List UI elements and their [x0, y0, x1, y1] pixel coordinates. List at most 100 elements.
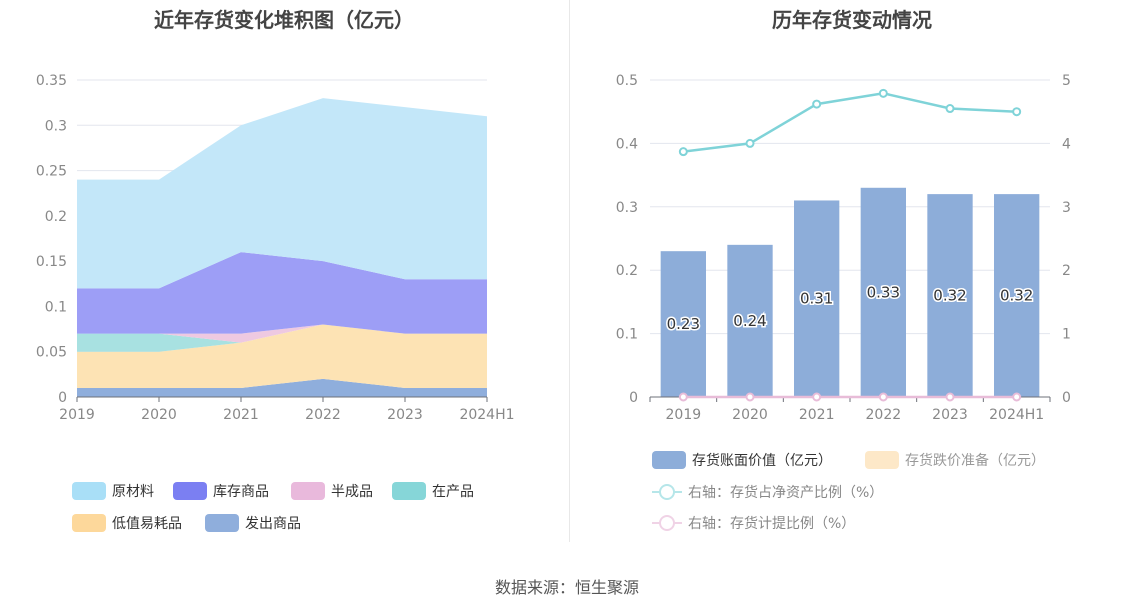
y-tick-label: 0 [629, 390, 638, 406]
y-tick-label: 0.15 [36, 254, 67, 270]
line-point [1012, 392, 1022, 402]
y2-tick-label: 1 [1062, 327, 1071, 343]
x-tick-label: 2019 [59, 407, 95, 423]
stacked-area-chart: 0 0.05 0.1 0.15 0.2 0.25 0.3 0.35 2019 2020 2021 20… [36, 73, 515, 423]
line-point [812, 392, 822, 402]
data-source: 数据来源：恒生聚源 [494, 578, 639, 597]
legend-swatch [173, 482, 207, 500]
x-tick-label: 2022 [866, 407, 902, 423]
legend-item-impairment-reserve[interactable]: 存货跌价准备（亿元） [865, 450, 1045, 470]
legend-label: 存货账面价值（亿元） [692, 453, 832, 469]
bar-line-combo-chart: 0 0.1 0.2 0.3 0.4 0.5 0 1 2 3 4 5 0.23 0.24 0.31 0.33 0.… [616, 73, 1071, 423]
area-低值易耗品 [77, 324, 487, 388]
line-point [945, 104, 955, 114]
bar [727, 244, 773, 397]
legend-item-net-asset-ratio[interactable]: 右轴：存货占净资产比例（%） [652, 482, 883, 502]
legend-swatch [205, 514, 239, 532]
area-半成品 [77, 324, 487, 343]
legend-swatch [392, 482, 426, 500]
y-tick-label: 0.2 [616, 263, 638, 279]
left-chart-title: 近年存货变化堆积图（亿元） [154, 8, 414, 32]
bar-data-label: 0.24 [733, 312, 766, 330]
y-tick-label: 0.1 [616, 327, 638, 343]
bar-data-label: 0.32 [1000, 287, 1033, 305]
legend-label: 半成品 [331, 484, 373, 500]
legend-item-book-value[interactable]: 存货账面价值（亿元） [652, 450, 832, 470]
left-legend: 原材料 库存商品 半成品 在产品 低值易耗品 发出商品 [0, 0, 568, 545]
line-point [878, 88, 888, 98]
x-tick-label: 2019 [666, 407, 702, 423]
bar [860, 187, 906, 397]
bar [660, 251, 706, 397]
line-point [1012, 107, 1022, 117]
line-point [678, 147, 688, 157]
x-tick-label: 2020 [141, 407, 177, 423]
legend-label: 右轴：存货计提比例（%） [688, 516, 856, 532]
legend-label: 低值易耗品 [112, 516, 182, 532]
line-point [945, 392, 955, 402]
area-发出商品 [77, 378, 487, 397]
x-tick-label: 2023 [932, 407, 968, 423]
y-tick-label: 0 [58, 390, 67, 406]
legend-line-swatch [652, 514, 682, 532]
legend-swatch [72, 514, 106, 532]
x-tick-label: 2020 [732, 407, 768, 423]
left-chart-panel: 近年存货变化堆积图（亿元） 0 0.05 0.1 0.15 0.2 0.25 0.3 0.35… [0, 0, 568, 545]
legend-label: 在产品 [432, 484, 474, 500]
x-tick-label: 2024H1 [459, 407, 514, 423]
bar [994, 194, 1040, 397]
legend-item-provision-ratio[interactable]: 右轴：存货计提比例（%） [652, 513, 855, 533]
line-point [745, 138, 755, 148]
right-legend: 存货账面价值（亿元） 存货跌价准备（亿元） 右轴：存货占净资产比例（%） 右轴：… [570, 0, 1134, 545]
area-在产品 [77, 324, 487, 352]
legend-swatch [865, 451, 899, 469]
y-tick-label: 0.2 [45, 209, 67, 225]
bar-data-label: 0.32 [933, 287, 966, 305]
line-point [812, 99, 822, 109]
x-tick-label: 2021 [799, 407, 835, 423]
y2-tick-label: 4 [1062, 136, 1071, 152]
line-point [678, 392, 688, 402]
y2-tick-label: 5 [1062, 73, 1071, 89]
y-tick-label: 0.3 [616, 200, 638, 216]
legend-label: 存货跌价准备（亿元） [905, 453, 1045, 469]
bar-data-label: 0.33 [867, 283, 900, 301]
y-tick-label: 0.1 [45, 299, 67, 315]
panel-divider [569, 0, 570, 542]
bar-data-label: 0.31 [800, 290, 833, 308]
y-tick-label: 0.05 [36, 345, 67, 361]
legend-item-semi-finished[interactable]: 半成品 [291, 481, 373, 501]
legend-item-low-value-consumables[interactable]: 低值易耗品 [72, 513, 182, 533]
area-库存商品 [77, 252, 487, 334]
y-tick-label: 0.4 [616, 136, 638, 152]
legend-item-goods-shipped[interactable]: 发出商品 [205, 513, 301, 533]
legend-swatch [72, 482, 106, 500]
legend-label: 右轴：存货占净资产比例（%） [688, 485, 884, 501]
line-point [745, 392, 755, 402]
legend-swatch [652, 451, 686, 469]
right-chart-title: 历年存货变动情况 [772, 8, 932, 32]
bar-data-label: 0.23 [667, 315, 700, 333]
y2-tick-label: 3 [1062, 200, 1071, 216]
x-tick-label: 2021 [223, 407, 259, 423]
legend-label: 原材料 [112, 484, 154, 500]
y-tick-label: 0.3 [45, 118, 67, 134]
x-tick-label: 2024H1 [989, 407, 1044, 423]
legend-item-work-in-progress[interactable]: 在产品 [392, 481, 474, 501]
right-chart-panel: 历年存货变动情况 0 0.1 0.2 0.3 0.4 0.5 0 1 2 3 4 5 0.23 0.24 0… [570, 0, 1134, 545]
line-point [878, 392, 888, 402]
legend-label: 库存商品 [213, 484, 269, 500]
legend-swatch [291, 482, 325, 500]
y-tick-label: 0.35 [36, 73, 67, 89]
bar [927, 194, 973, 397]
x-tick-label: 2023 [387, 407, 423, 423]
y-tick-label: 0.5 [616, 73, 638, 89]
bar [794, 200, 840, 397]
legend-item-raw-materials[interactable]: 原材料 [72, 481, 154, 501]
y2-tick-label: 0 [1062, 390, 1071, 406]
y2-tick-label: 2 [1062, 263, 1071, 279]
legend-label: 发出商品 [245, 516, 301, 532]
legend-line-swatch [652, 483, 682, 501]
area-原材料 [77, 98, 487, 289]
legend-item-finished-goods[interactable]: 库存商品 [173, 481, 269, 501]
